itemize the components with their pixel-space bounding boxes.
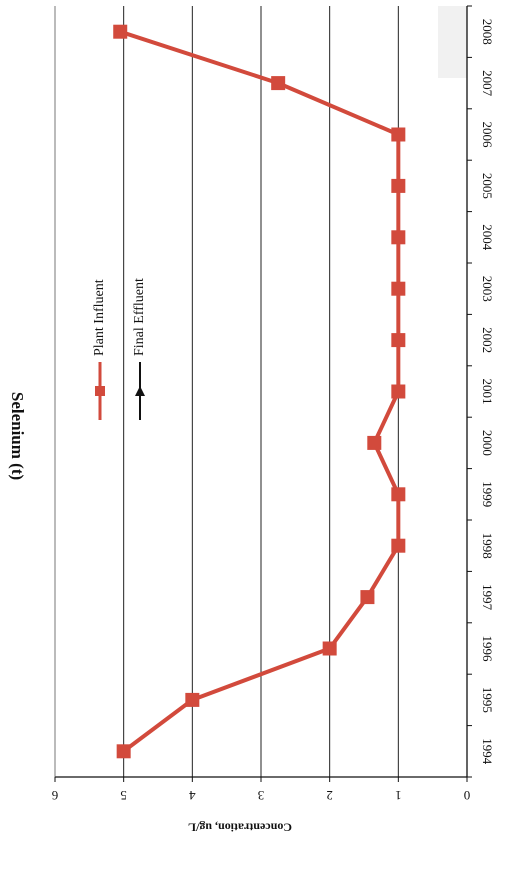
data-point: [391, 127, 406, 142]
x-tick-label: 2001: [480, 379, 495, 405]
legend-label: Plant Influent: [92, 279, 107, 356]
shaded-band: [438, 6, 467, 78]
data-point: [113, 24, 128, 39]
x-tick-label: 2008: [480, 19, 495, 45]
data-point: [391, 333, 406, 348]
y-axis-label: Concentration, ug/L: [188, 820, 292, 834]
x-tick-label: 1999: [480, 481, 495, 507]
y-tick-label: 2: [326, 788, 333, 803]
x-tick-label: 2007: [480, 70, 495, 97]
legend-marker: [135, 386, 145, 396]
data-point: [360, 590, 375, 605]
x-tick-label: 2005: [480, 173, 495, 199]
y-tick-label: 5: [120, 788, 127, 803]
x-tick-label: 1996: [480, 636, 495, 663]
legend-label: Final Effluent: [132, 278, 147, 356]
y-tick-label: 4: [189, 788, 196, 803]
series: [113, 24, 406, 759]
y-ticks: 0 1 2 3 4 5 6: [51, 777, 470, 803]
y-tick-label: 6: [51, 788, 58, 803]
x-tick-label: 2004: [480, 224, 495, 251]
legend-marker: [95, 386, 105, 396]
x-tick-label: 1998: [480, 533, 495, 559]
x-tick-label: 1994: [480, 738, 495, 765]
x-tick-label: 2002: [480, 327, 495, 353]
data-point: [116, 744, 131, 759]
x-tick-label: 1995: [480, 687, 495, 713]
data-point: [391, 538, 406, 553]
data-point: [322, 641, 337, 656]
legend: Plant Influent Final Effluent: [92, 278, 147, 420]
data-point: [391, 178, 406, 193]
data-point: [391, 281, 406, 296]
x-tick-label: 1997: [480, 584, 495, 611]
chart-title: Selenium (t): [8, 392, 27, 480]
data-point: [185, 692, 200, 707]
y-tick-label: 0: [464, 788, 471, 803]
y-tick-label: 3: [258, 788, 265, 803]
x-tick-label: 2006: [480, 122, 495, 149]
data-point: [391, 230, 406, 245]
data-point: [271, 76, 286, 91]
data-point: [391, 384, 406, 399]
x-tick-label: 2003: [480, 276, 495, 302]
x-ticks: 1994 1995 1996 1997 1998 1999 2000 2001 2002 2003…: [467, 5, 495, 778]
y-tick-label: 1: [395, 788, 402, 803]
x-tick-label: 2000: [480, 430, 495, 456]
data-point: [367, 435, 382, 450]
data-point: [391, 487, 406, 502]
